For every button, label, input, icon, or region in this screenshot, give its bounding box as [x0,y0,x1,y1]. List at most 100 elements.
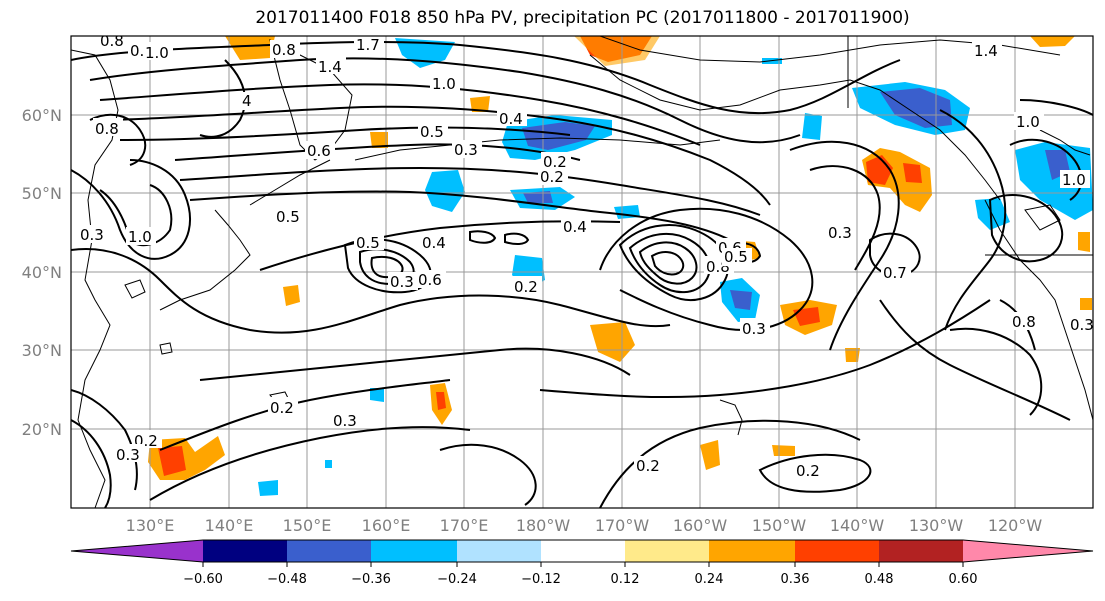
coastline-japan [159,209,251,311]
svg-text:1.0: 1.0 [128,228,152,246]
pv-contour [539,299,991,399]
lon-label: 150°E [283,516,332,535]
colorbar-segment [457,540,541,562]
pv-label: 0.4 [420,232,450,252]
pv-contour [119,126,571,141]
colorbar: −0.60 −0.48 −0.36 −0.24 −0.12 0.12 0.24 0.36 0.4… [70,539,1094,587]
pv-contour [1019,99,1093,116]
svg-text:0.2: 0.2 [543,153,567,171]
precip-blob [325,460,332,468]
pv-contour [199,59,246,138]
colorbar-segment [709,540,795,562]
colorbar-tick-label: −0.48 [267,572,307,587]
pv-contour [628,232,711,294]
coastline-hawaii [719,399,743,436]
svg-text:0.3: 0.3 [828,224,852,242]
coastline-island [1024,204,1061,231]
pv-contour [618,224,730,301]
coastline-canada [1039,129,1091,156]
coastline-aleutians [354,137,721,161]
coastline-kuril [249,159,331,206]
pv-label: 1.0 [143,42,173,62]
pv-label: 0.2 [538,167,568,186]
pv-contour [189,190,731,241]
pv-contour-labels: 0.8 0.30 1.0 0.8 1.4 1.7 4 0.8 1.0 0.5 0… [78,32,1094,480]
coastline-island [159,342,173,355]
precip-blob [283,285,300,306]
pv-label: 1.0 [430,74,460,93]
svg-text:0.8: 0.8 [100,32,124,50]
colorbar-tick-label: 0.12 [611,572,640,587]
pv-contour [789,140,900,351]
pv-contour [71,248,671,334]
precip-blob [436,392,446,410]
pv-label: 1.0 [1014,112,1044,131]
svg-text:0.2: 0.2 [540,168,564,186]
precip-blob [802,113,822,140]
precip-blob [225,36,275,60]
pv-contour [809,165,881,271]
pv-label: 0.2 [541,152,571,171]
svg-text:0.3: 0.3 [1070,316,1094,334]
pv-contour [71,389,138,491]
colorbar-segment [795,540,879,562]
pv-label: 1.0 [126,227,156,246]
pv-label: 1.4 [972,40,1002,60]
pv-label: 0.4 [561,216,591,236]
pv-label: 0.3 [740,318,770,338]
pv-label: 0.5 [722,248,752,266]
graticule [71,36,1093,508]
pv-label: 0.5 [354,232,384,252]
pv-contour [599,419,861,508]
svg-text:0.6: 0.6 [307,142,331,160]
colorbar-tick-label: −0.60 [183,572,223,587]
svg-text:0.2: 0.2 [270,399,294,417]
pv-contour [199,347,631,381]
pv-label: 0.3 [826,222,856,242]
svg-text:0.3: 0.3 [116,446,140,464]
svg-text:1.0: 1.0 [145,44,169,62]
colorbar-segment [963,540,1093,562]
pv-contour [949,327,1043,416]
svg-text:0.5: 0.5 [276,208,300,226]
svg-text:1.7: 1.7 [356,36,380,54]
pv-contour [504,232,530,246]
pv-contour [179,166,761,216]
pv-contour [149,426,471,501]
pv-label: 1.4 [316,56,346,76]
pv-label: 0.3 [78,225,104,244]
lon-label: 180°W [516,516,571,535]
lon-label: 160°E [362,516,411,535]
pv-label: 0.3 [388,272,418,291]
lat-label: 30°N [22,341,62,360]
pv-label: 0.3 [331,410,361,430]
map-border [70,35,1094,509]
precip-blob [370,388,384,402]
svg-text:0.3: 0.3 [454,141,478,159]
svg-text:0.3: 0.3 [333,412,357,430]
pv-label: 0.2 [512,276,542,296]
colorbar-segment [203,540,287,562]
pv-label: 0.3 [114,444,144,464]
pv-contour [650,251,685,276]
pv-label: 0.6 [416,270,446,289]
precip-blob [880,88,952,128]
colorbar-tick-label: 0.48 [865,572,894,587]
pv-label: 0.7 [881,263,911,282]
svg-text:0.4: 0.4 [563,218,587,236]
pv-contour [99,83,701,146]
pv-label: 0.4 [497,108,527,128]
map-title: 2017011400 F018 850 hPa PV, precipitatio… [255,8,910,28]
coastline-asia [71,49,119,508]
precip-blob [470,96,490,112]
precip-blob [370,132,388,148]
precip-blob [1030,36,1075,47]
pv-contour [1009,138,1083,201]
pv-label: 0.3 [1068,315,1094,334]
svg-text:1.4: 1.4 [318,58,342,76]
precip-shading [148,36,1093,496]
colorbar-tick-label: 0.24 [695,572,724,587]
pv-contour [469,230,497,244]
pv-label: 0.8 [93,118,123,138]
svg-text:0.6: 0.6 [418,271,442,289]
